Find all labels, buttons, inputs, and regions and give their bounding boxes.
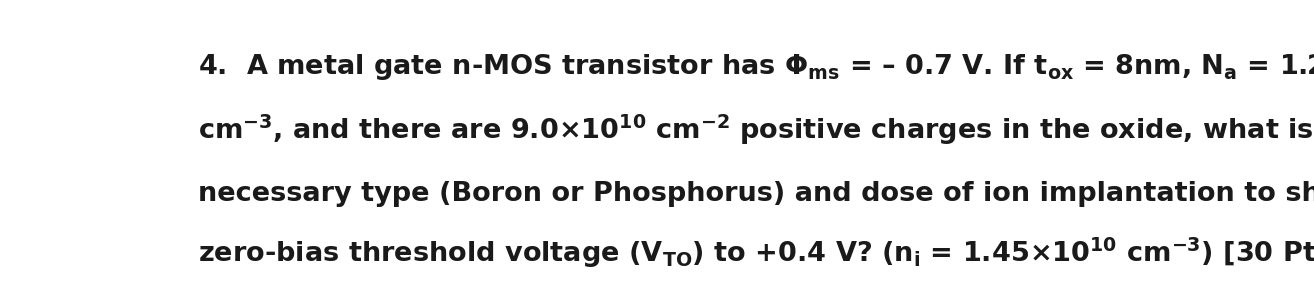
Text: zero-bias threshold voltage ($\mathbf{V_{TO}}$) to +0.4 V? ($\mathbf{n_i}$ = 1.4: zero-bias threshold voltage ($\mathbf{V_…	[198, 236, 1314, 270]
Text: 4.  A metal gate n-MOS transistor has $\mathbf{\Phi_{ms}}$ = – 0.7 V. If $\mathb: 4. A metal gate n-MOS transistor has $\m…	[198, 48, 1314, 83]
Text: necessary type (Boron or Phosphorus) and dose of ion implantation to shift the: necessary type (Boron or Phosphorus) and…	[198, 180, 1314, 207]
Text: cm$^{\mathbf{-3}}$, and there are 9.0×10$^{\mathbf{10}}$ cm$^{\mathbf{-2}}$ posi: cm$^{\mathbf{-3}}$, and there are 9.0×10…	[198, 112, 1314, 147]
